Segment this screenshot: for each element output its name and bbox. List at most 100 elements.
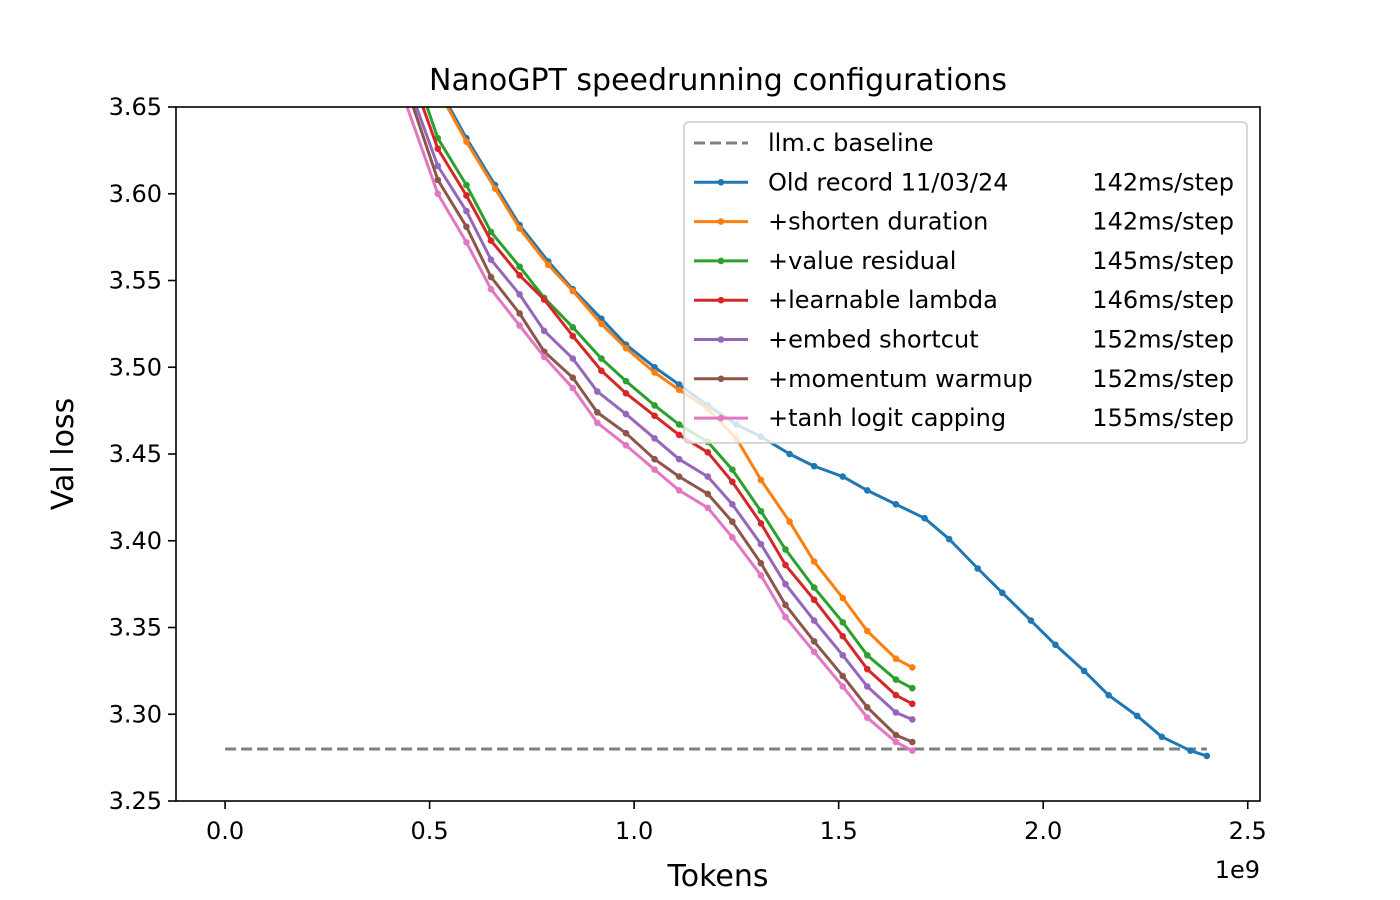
data-point: [892, 676, 900, 683]
legend-box: [683, 121, 1248, 444]
data-point: [909, 716, 916, 723]
data-point: [704, 473, 712, 480]
axis-ticks: 0.0 0.5 1.0 1.5 2.0 2.5 3.25 3.30 3.35 3.40 3.45 3.…: [109, 93, 1267, 845]
data-point: [594, 419, 601, 427]
data-point: [1203, 752, 1211, 760]
data-point: [598, 320, 605, 328]
data-point: [839, 618, 847, 626]
series-group: [414, 107, 916, 723]
y-axis-label: Val loss: [46, 398, 81, 510]
legend-marker: [717, 375, 725, 383]
data-point: [1158, 733, 1166, 741]
data-point: [463, 207, 470, 215]
data-point: [594, 409, 601, 416]
data-point: [839, 683, 847, 690]
legend-entry: +momentum warmup 152ms/step: [694, 365, 1234, 393]
data-point: [651, 435, 658, 442]
legend-marker: [717, 414, 725, 422]
data-point: [757, 540, 765, 548]
data-point: [463, 192, 470, 199]
data-point: [1133, 712, 1141, 720]
data-point: [1105, 691, 1112, 699]
data-point: [909, 684, 916, 692]
data-point: [757, 572, 765, 579]
legend-label: +value residual: [768, 247, 956, 275]
data-point: [516, 291, 523, 298]
data-point: [1052, 641, 1059, 649]
series-line: [414, 107, 913, 721]
legend-label: +embed shortcut: [768, 326, 979, 354]
data-point: [974, 565, 982, 572]
data-point: [810, 558, 818, 565]
data-point: [1027, 617, 1035, 624]
data-point: [463, 239, 470, 246]
data-point: [909, 738, 916, 746]
data-point: [516, 263, 523, 270]
y-tick-label: 3.25: [109, 787, 162, 815]
legend-entry: +learnable lambda 146ms/step: [694, 286, 1234, 314]
data-point: [675, 473, 683, 480]
series-line: [411, 107, 913, 744]
legend-label: +momentum warmup: [768, 365, 1033, 393]
series-line: [421, 107, 913, 706]
legend-marker: [717, 257, 725, 265]
legend-rate: 152ms/step: [1092, 365, 1234, 393]
data-point: [569, 324, 577, 331]
data-point: [434, 176, 442, 184]
data-point: [782, 580, 789, 588]
data-point: [864, 665, 871, 673]
data-point: [729, 533, 736, 541]
data-point: [782, 613, 789, 621]
data-point: [909, 747, 916, 754]
data-point: [622, 389, 630, 397]
legend-rate: 142ms/step: [1092, 168, 1234, 196]
x-tick-label: 2.5: [1229, 817, 1267, 845]
series-group: [421, 107, 916, 708]
y-tick-label: 3.65: [109, 93, 162, 121]
data-point: [540, 327, 548, 335]
data-point: [516, 225, 523, 232]
data-point: [569, 287, 577, 295]
legend-entry: +shorten duration 142ms/step: [694, 208, 1234, 236]
legend-rate: 146ms/step: [1092, 286, 1234, 314]
data-point: [569, 332, 577, 340]
data-point: [594, 388, 601, 395]
data-point: [810, 617, 818, 624]
data-point: [434, 190, 442, 198]
x-tick-label: 1.0: [615, 817, 653, 845]
legend-entry: +embed shortcut 152ms/step: [694, 326, 1234, 354]
data-point: [892, 655, 900, 663]
data-point: [598, 355, 605, 362]
legend-label: Old record 11/03/24: [768, 168, 1009, 196]
data-point: [569, 384, 577, 392]
legend-label: +shorten duration: [768, 208, 988, 236]
data-point: [487, 228, 495, 236]
data-point: [704, 490, 712, 498]
data-point: [810, 584, 818, 591]
legend-label: +learnable lambda: [768, 286, 998, 314]
data-point: [864, 704, 871, 711]
series-group: [445, 107, 916, 671]
data-point: [675, 455, 683, 463]
data-point: [622, 377, 630, 385]
data-point: [487, 285, 495, 293]
series-line: [405, 107, 914, 753]
x-axis-label: Tokens: [667, 859, 769, 894]
legend-rate: 155ms/step: [1092, 404, 1234, 432]
plot-frame: [175, 106, 1261, 802]
data-point: [651, 412, 658, 420]
data-point: [757, 520, 765, 527]
x-tick-label: 1.5: [820, 817, 858, 845]
data-point: [757, 476, 765, 484]
series-line: [445, 107, 914, 669]
data-point: [786, 518, 793, 525]
data-point: [516, 310, 523, 317]
data-point: [864, 627, 871, 635]
data-point: [516, 271, 523, 279]
data-point: [651, 466, 658, 473]
data-point: [909, 700, 916, 708]
data-point: [729, 466, 736, 473]
data-point: [622, 410, 630, 418]
legend: llm.c baseline Old record 11/03/24 142ms/s…: [683, 121, 1248, 444]
data-point: [892, 691, 900, 699]
